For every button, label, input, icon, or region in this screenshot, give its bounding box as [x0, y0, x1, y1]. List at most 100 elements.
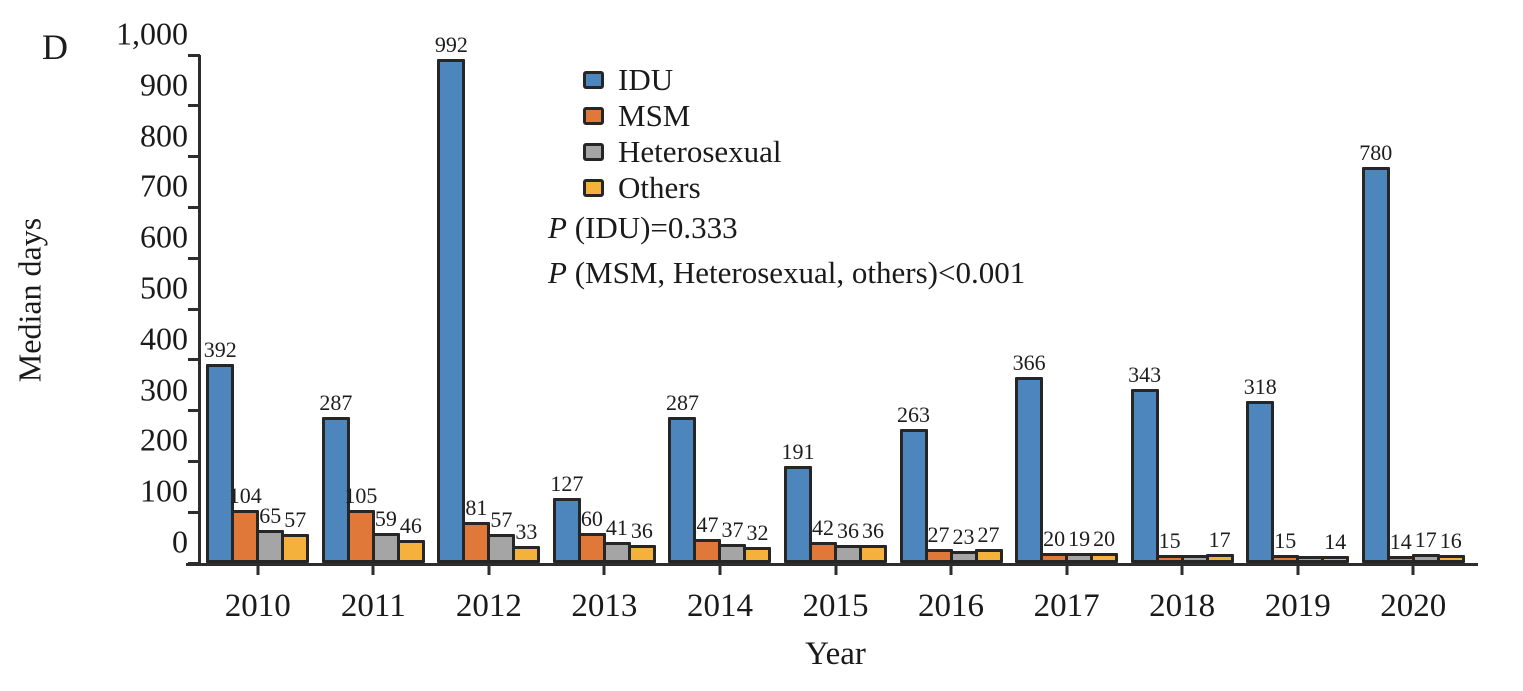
bar-unit-Others-2017: 20	[1090, 526, 1119, 563]
bar-value-label: 27	[925, 523, 953, 547]
bar-value-label: 366	[1012, 350, 1046, 376]
year-group-2020: 780 14 17 16	[1355, 55, 1471, 575]
bar-value-text: 16	[1439, 527, 1462, 553]
bar-value-text: 41	[605, 515, 628, 541]
bar-value-label: 81	[462, 495, 490, 520]
bar-value-text: 780	[1359, 139, 1393, 165]
p-value-line-idu: P (IDU)=0.333	[548, 205, 1025, 250]
legend-item-Others: Others	[583, 170, 782, 206]
bar-value-label: 14	[1321, 528, 1349, 554]
bar-unit-Heterosexual-2010: 65	[256, 503, 285, 563]
bar-MSM-2017	[1040, 552, 1069, 563]
bar-Heterosexual-2020	[1411, 554, 1440, 563]
bar-value-label: 60	[578, 505, 606, 531]
bar-value-text: 14	[1324, 528, 1347, 554]
x-tick-label-2012: 2012	[455, 588, 522, 624]
bar-cluster: 287 105 59 46	[319, 391, 425, 563]
bar-value-label: 343	[1128, 362, 1161, 387]
bar-unit-Others-2020: 16	[1436, 527, 1465, 563]
bar-unit-Heterosexual-2013: 41	[602, 515, 631, 563]
bar-value-text: 366	[1012, 350, 1046, 376]
bar-value-label: 105	[344, 482, 378, 508]
bar-MSM-2012	[462, 521, 491, 563]
bar-value-label: 57	[281, 508, 309, 532]
y-tick-label: 1,000	[116, 15, 188, 52]
bar-value-text: 37	[721, 517, 744, 543]
x-tick-label-2016: 2016	[918, 588, 985, 624]
x-tick-label-2013: 2013	[571, 588, 638, 624]
x-tick	[371, 565, 375, 575]
bar-cluster: 318 15 14	[1244, 375, 1350, 563]
bar-unit-Others-2010: 57	[281, 508, 310, 563]
y-tick	[188, 459, 200, 463]
bar-value-label: 20	[1090, 526, 1118, 551]
bar-value-text: 32	[746, 519, 769, 545]
year-group-2015: 191 42 36 36	[778, 55, 894, 575]
legend-label: MSM	[618, 98, 691, 133]
bar-value-label: 16	[1437, 527, 1465, 553]
bar-value-text: 127	[550, 471, 584, 497]
bar-Heterosexual-2015	[834, 544, 862, 563]
bar-unit-Others-2018: 17	[1205, 528, 1234, 563]
bar-cluster: 263 27 23 27	[897, 403, 1003, 563]
bar-unit-MSM-2011: 105	[344, 482, 378, 563]
bar-unit-MSM-2020: 14	[1386, 529, 1415, 563]
bar-Others-2015	[859, 544, 887, 563]
bar-value-label: 46	[397, 513, 425, 538]
bar-value-text: 992	[434, 32, 468, 58]
legend-item-MSM: MSM	[583, 98, 782, 134]
y-tick	[188, 155, 200, 159]
y-tick-label: 300	[140, 371, 188, 408]
x-tick	[1065, 565, 1069, 575]
x-axis-title: Year	[805, 636, 866, 672]
y-tick-label: 600	[140, 218, 188, 255]
bar-Heterosexual-2014	[718, 544, 747, 563]
bar-unit-IDU-2018: 343	[1128, 362, 1161, 563]
bar-value-label: 20	[1040, 526, 1068, 551]
bar-value-label: 32	[743, 519, 771, 545]
bar-unit-Heterosexual-2012: 57	[487, 508, 516, 563]
bar-IDU-2015	[784, 465, 812, 563]
bar-IDU-2011	[321, 417, 350, 563]
bar-unit-Others-2019: 14	[1321, 528, 1350, 563]
bar-Others-2014	[743, 546, 772, 563]
bar-cluster: 287 47 37 32	[666, 391, 772, 563]
bar-cluster: 343 15 17	[1128, 362, 1234, 563]
y-tick-label: 400	[140, 320, 188, 357]
p-value-line-others: P (MSM, Heterosexual, others)<0.001	[548, 250, 1025, 295]
bar-value-label: 65	[256, 503, 284, 528]
bar-Heterosexual-2016	[949, 551, 978, 563]
bar-unit-MSM-2015: 42	[809, 515, 837, 563]
bar-value-label: 17	[1412, 528, 1440, 552]
bar-value-text: 392	[203, 336, 237, 362]
bar-value-label: 27	[975, 523, 1003, 547]
bar-MSM-2013	[577, 532, 606, 563]
bar-Heterosexual-2012	[487, 534, 516, 563]
bar-unit-MSM-2018: 15	[1155, 529, 1184, 563]
x-tick	[1180, 565, 1184, 575]
bar-unit-Others-2012: 33	[512, 520, 541, 563]
year-group-2013: 127 60 41 36	[547, 55, 663, 575]
bar-value-text: 105	[344, 482, 378, 508]
bar-value-label: 37	[718, 518, 746, 542]
bar-value-text: 47	[696, 512, 719, 538]
bar-MSM-2018	[1155, 555, 1184, 563]
bar-unit-MSM-2014: 47	[693, 512, 722, 563]
bar-unit-Others-2016: 27	[974, 523, 1003, 563]
bar-cluster: 992 81 57 33	[434, 32, 541, 563]
bar-value-label: 59	[372, 507, 400, 531]
bar-value-text: 27	[977, 522, 1000, 548]
bar-IDU-2014	[668, 417, 697, 563]
bar-unit-IDU-2011: 287	[319, 391, 352, 563]
bar-unit-IDU-2020: 780	[1359, 139, 1393, 563]
x-tick-label-2011: 2011	[340, 588, 406, 624]
bar-unit-Others-2014: 32	[743, 519, 772, 563]
bar-cluster: 191 42 36 36	[782, 439, 887, 563]
x-axis-line	[186, 563, 1478, 566]
bar-Heterosexual-2011	[371, 533, 400, 563]
x-tick	[1296, 565, 1300, 575]
y-tick-label: 0	[172, 523, 188, 560]
bar-unit-IDU-2014: 287	[666, 391, 699, 563]
bar-value-text: 36	[837, 517, 859, 543]
bar-value-text: 60	[580, 505, 603, 531]
